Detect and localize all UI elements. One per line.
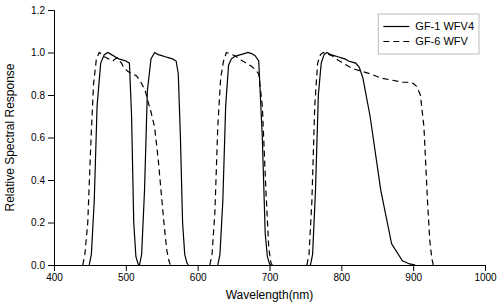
y-axis-title: Relative Spectral Response [3, 63, 17, 211]
tick-label: 600 [190, 272, 207, 283]
tick-mark [198, 265, 199, 271]
tick: 400 [46, 265, 63, 283]
tick-mark [270, 265, 271, 271]
y-axis-line [48, 11, 55, 266]
tick-mark [48, 53, 54, 54]
y-axis: 0.0 0.2 0.4 0.6 0.8 1.0 1.2 [31, 5, 54, 271]
legend-label: GF-1 WFV4 [415, 20, 474, 32]
tick-mark [126, 265, 127, 271]
x-axis: 400 500 600 700 800 900 1000 [46, 265, 497, 283]
legend-box [378, 14, 479, 54]
tick-label: 1.0 [31, 47, 45, 58]
tick: 0.6 [31, 132, 54, 143]
series-line [310, 53, 415, 266]
tick-label: 0.0 [31, 260, 45, 271]
tick: 600 [190, 265, 207, 283]
legend-swatch [383, 41, 409, 42]
tick-mark [48, 265, 54, 266]
tick: 500 [118, 265, 135, 283]
tick-mark [48, 10, 54, 11]
tick: 700 [262, 265, 279, 283]
tick-label: 900 [405, 272, 422, 283]
tick-label: 0.6 [31, 132, 45, 143]
tick-mark [48, 180, 54, 181]
series-line [89, 53, 139, 266]
tick-mark [413, 265, 414, 271]
tick-label: 1.2 [31, 5, 45, 16]
tick-mark [341, 265, 342, 271]
tick-mark [48, 138, 54, 139]
plot-area [83, 53, 434, 266]
tick-label: 0.8 [31, 90, 45, 101]
tick: 1.2 [31, 5, 54, 16]
tick-mark [48, 223, 54, 224]
tick: 1000 [474, 265, 497, 283]
series-line [307, 53, 433, 266]
legend-label: GF-6 WFV [415, 35, 468, 47]
series-line [83, 53, 171, 266]
tick-mark [485, 265, 486, 271]
x-axis-line [55, 266, 486, 272]
tick: 0.0 [31, 260, 54, 271]
x-axis-title: Wavelength(nm) [226, 288, 314, 302]
tick: 800 [333, 265, 350, 283]
tick-mark [48, 95, 54, 96]
tick-label: 0.2 [31, 217, 45, 228]
series-line [210, 53, 272, 266]
tick: 0.8 [31, 90, 54, 101]
chart: 400 500 600 700 800 900 1000 0.0 0.2 0.4 0.6 0.8 1.0… [0, 0, 500, 305]
tick-label: 400 [46, 272, 63, 283]
tick: 0.4 [31, 175, 54, 186]
tick-label: 700 [262, 272, 279, 283]
tick: 900 [405, 265, 422, 283]
tick-label: 800 [333, 272, 350, 283]
legend-swatch [383, 26, 409, 27]
legend: GF-1 WFV4 GF-6 WFV [378, 14, 479, 54]
tick: 1.0 [31, 47, 54, 58]
tick-label: 0.4 [31, 175, 45, 186]
series-line [139, 53, 188, 266]
tick-label: 1000 [474, 272, 497, 283]
tick-label: 500 [118, 272, 135, 283]
series-line [218, 53, 271, 266]
tick: 0.2 [31, 217, 54, 228]
